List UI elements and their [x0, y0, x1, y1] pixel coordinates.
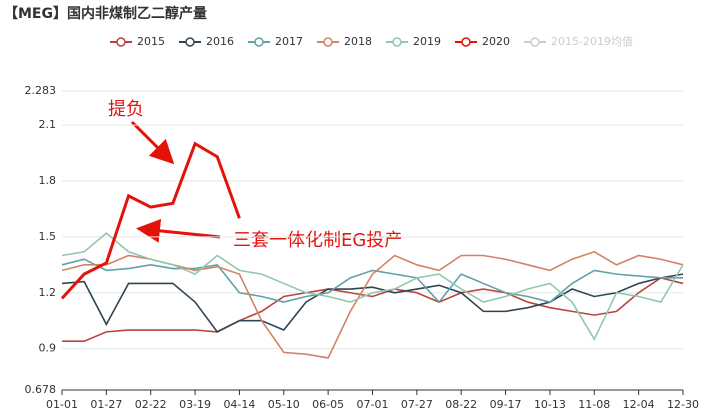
- x-tick-label: 06-05: [312, 398, 344, 411]
- x-tick-label: 03-19: [179, 398, 211, 411]
- y-tick-label: 2.1: [39, 118, 57, 131]
- x-tick-label: 12-04: [623, 398, 655, 411]
- legend-label: 2015-2019均值: [551, 35, 633, 48]
- legend-icon: [323, 37, 333, 47]
- x-tick-label: 12-30: [667, 398, 699, 411]
- y-tick-label: 2.283: [25, 84, 57, 97]
- x-tick-label: 10-13: [534, 398, 566, 411]
- x-tick-label: 02-22: [135, 398, 167, 411]
- legend-label: 2019: [413, 35, 441, 48]
- legend-icon: [116, 37, 126, 47]
- y-tick-label: 1.2: [39, 286, 57, 299]
- x-tick-label: 01-01: [46, 398, 78, 411]
- legend-label: 2018: [344, 35, 372, 48]
- legend-label: 2015: [137, 35, 165, 48]
- series-line: [61, 258, 683, 304]
- chart-title: 【MEG】国内非煤制乙二醇产量: [4, 5, 207, 22]
- y-tick-label: 0.9: [39, 342, 57, 355]
- x-tick-label: 09-17: [490, 398, 522, 411]
- annotation: 提负: [108, 99, 144, 120]
- legend-label: 2017: [275, 35, 303, 48]
- legend-icon: [392, 37, 402, 47]
- annotation: 三套一体化制EG投产: [233, 230, 402, 251]
- y-tick-label: 1.8: [39, 174, 57, 187]
- x-tick-label: 08-22: [445, 398, 477, 411]
- legend-icon: [185, 37, 195, 47]
- legend-label: 2020: [482, 35, 510, 48]
- x-tick-label: 04-14: [223, 398, 255, 411]
- series-line: [62, 276, 684, 342]
- y-tick-label: 1.5: [39, 230, 57, 243]
- series-line: [60, 141, 241, 300]
- y-tick-label: 0.678: [25, 383, 57, 396]
- legend-label: 2016: [206, 35, 234, 48]
- annotation-arrow: [136, 218, 221, 243]
- series-line: [61, 273, 684, 333]
- legend-icon: [254, 37, 264, 47]
- legend-icon: [461, 37, 471, 47]
- x-tick-label: 05-10: [268, 398, 300, 411]
- x-tick-label: 07-01: [357, 398, 389, 411]
- series-line: [61, 232, 684, 342]
- series-line: [61, 250, 684, 359]
- legend-icon: [530, 37, 540, 47]
- x-tick-label: 11-08: [578, 398, 610, 411]
- x-tick-label: 07-27: [401, 398, 433, 411]
- x-tick-label: 01-27: [90, 398, 122, 411]
- annotation-arrow: [130, 120, 175, 165]
